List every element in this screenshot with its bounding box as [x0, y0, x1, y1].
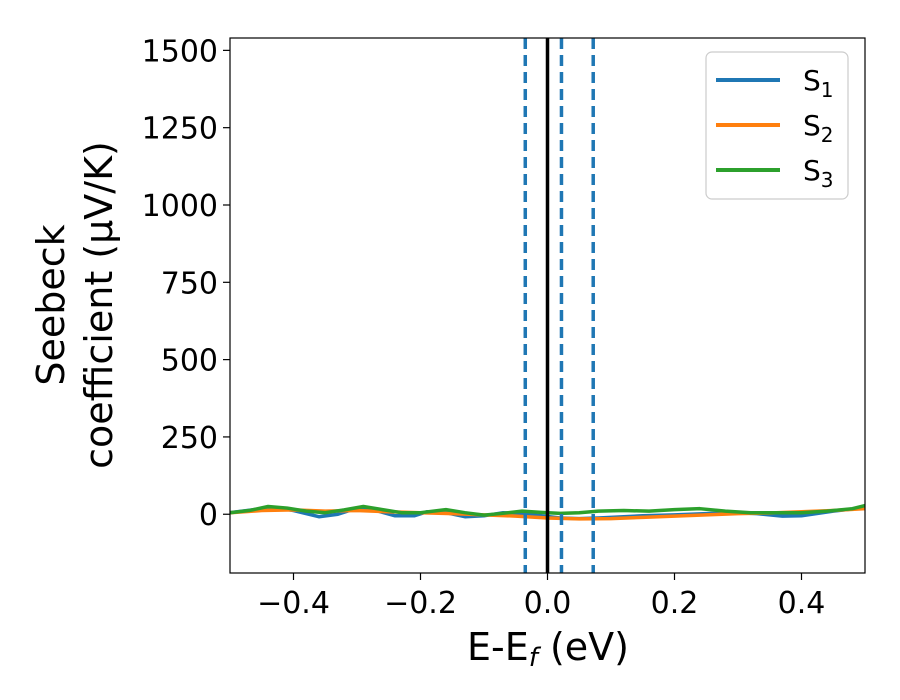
legend: S1 S2 S3 [705, 51, 849, 200]
x-tick-label: 0.2 [651, 586, 699, 621]
x-tick-label: −0.2 [384, 586, 457, 621]
legend-label-s3: S3 [803, 154, 834, 192]
y-axis-title-line2: coefficient (μV/K) [77, 141, 121, 469]
y-tick-label: 1000 [142, 189, 218, 224]
legend-label-s1: S1 [803, 64, 834, 102]
x-tick-label: −0.4 [257, 586, 330, 621]
y-tick-label: 750 [161, 266, 218, 301]
x-tick-label: 0.0 [524, 586, 572, 621]
x-axis-ticks: −0.4 −0.2 0.0 0.2 0.4 [257, 573, 825, 621]
legend-label-s2: S2 [803, 109, 834, 147]
x-tick-label: 0.4 [778, 586, 826, 621]
plot-content [230, 38, 865, 573]
y-tick-label: 500 [161, 344, 218, 379]
x-axis-title: E-Ef (eV) [467, 625, 629, 673]
y-tick-label: 1500 [142, 34, 218, 69]
y-tick-label: 250 [161, 421, 218, 456]
y-axis-title-line1: Seebeck [29, 224, 73, 385]
y-tick-label: 0 [199, 498, 218, 533]
y-tick-label: 1250 [142, 112, 218, 147]
legend-entries: S1 S2 S3 [716, 64, 834, 192]
series-line-s3 [230, 503, 865, 517]
y-axis-ticks: 0 250 500 750 1000 1250 1500 [142, 34, 230, 533]
